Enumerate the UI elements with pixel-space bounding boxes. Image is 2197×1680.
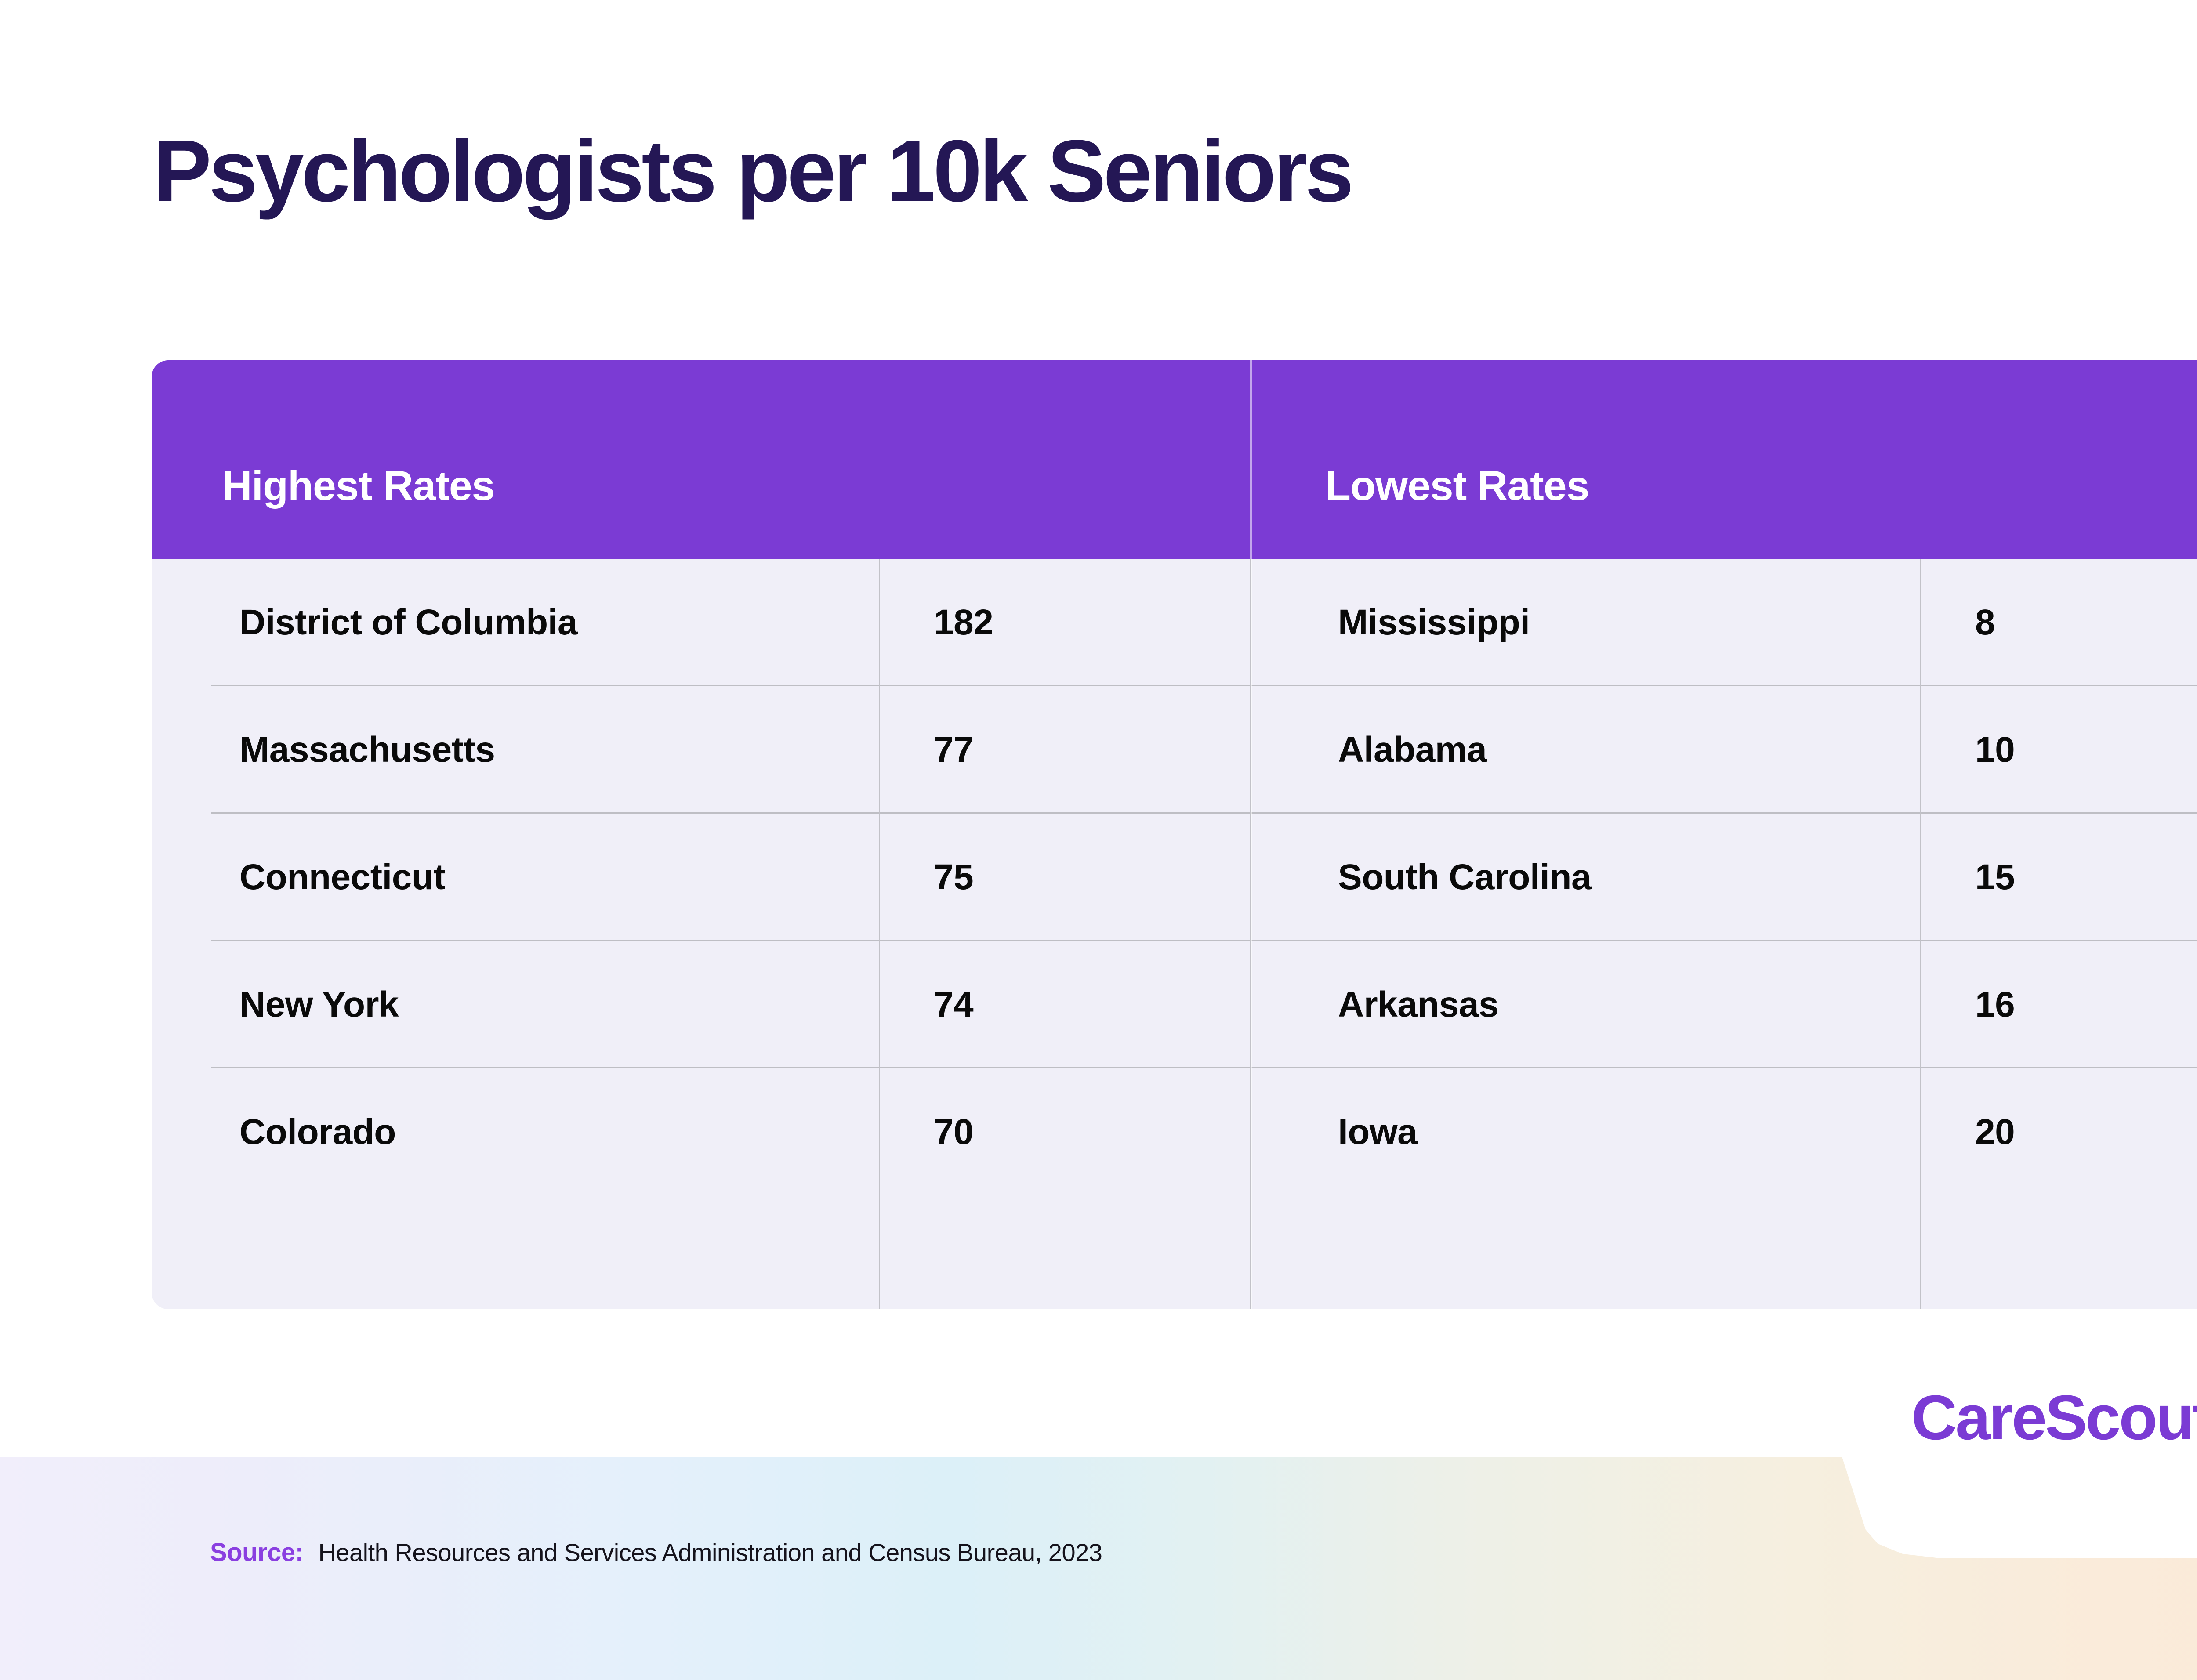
cell-highest-state: Massachusetts xyxy=(239,730,495,770)
table-row: Connecticut 75 South Carolina 15 xyxy=(152,814,2197,941)
cell-highest-state: District of Columbia xyxy=(239,602,578,642)
footer-gradient-band xyxy=(0,1457,2197,1680)
cell-highest-value: 77 xyxy=(934,730,974,770)
table-header-highest-label: Highest Rates xyxy=(222,463,495,509)
cell-highest-state: New York xyxy=(239,985,399,1025)
table-header-lowest-label: Lowest Rates xyxy=(1325,463,1589,509)
table-header-row: Highest Rates Lowest Rates xyxy=(152,360,2197,559)
cell-lowest-state: Alabama xyxy=(1338,730,1487,770)
column-divider xyxy=(879,559,880,1309)
rates-table: Highest Rates Lowest Rates District of C… xyxy=(152,360,2197,1309)
cell-lowest-state: Iowa xyxy=(1338,1112,1418,1152)
cell-highest-value: 70 xyxy=(934,1112,974,1152)
table-row: District of Columbia 182 Mississippi 8 xyxy=(152,559,2197,686)
column-divider xyxy=(1920,559,1921,1309)
center-divider-body xyxy=(1250,559,1251,1309)
cell-highest-state: Colorado xyxy=(239,1112,396,1152)
cell-lowest-value: 15 xyxy=(1975,857,2015,897)
cell-lowest-value: 16 xyxy=(1975,985,2015,1025)
cell-lowest-value: 8 xyxy=(1975,602,1995,642)
table-row: New York 74 Arkansas 16 xyxy=(152,941,2197,1068)
source-text: Health Resources and Services Administra… xyxy=(318,1539,1102,1566)
row-divider xyxy=(211,812,2197,814)
source-label: Source: xyxy=(210,1538,304,1567)
table-header-lowest: Lowest Rates xyxy=(1250,360,2197,559)
table-header-highest: Highest Rates xyxy=(152,360,1250,559)
row-divider xyxy=(211,940,2197,941)
carescout-logo: CareScout® xyxy=(1911,1386,2197,1449)
row-divider xyxy=(211,1067,2197,1068)
cell-lowest-state: South Carolina xyxy=(1338,857,1592,897)
cell-lowest-value: 20 xyxy=(1975,1112,2015,1152)
cell-highest-state: Connecticut xyxy=(239,857,446,897)
source-attribution: Source: Health Resources and Services Adm… xyxy=(210,1540,1102,1565)
logo-notch-shape xyxy=(1842,1457,2197,1558)
table-body: District of Columbia 182 Mississippi 8 M… xyxy=(152,559,2197,1196)
table-row: Massachusetts 77 Alabama 10 xyxy=(152,686,2197,814)
cell-lowest-value: 10 xyxy=(1975,730,2015,770)
cell-lowest-state: Mississippi xyxy=(1338,602,1530,642)
carescout-logo-text: CareScout xyxy=(1911,1382,2197,1453)
cell-highest-value: 182 xyxy=(934,602,993,642)
cell-highest-value: 75 xyxy=(934,857,974,897)
row-divider xyxy=(211,685,2197,686)
page-title: Psychologists per 10k Seniors xyxy=(153,122,1354,220)
cell-highest-value: 74 xyxy=(934,985,974,1025)
table-row: Colorado 70 Iowa 20 xyxy=(152,1068,2197,1196)
cell-lowest-state: Arkansas xyxy=(1338,985,1499,1025)
